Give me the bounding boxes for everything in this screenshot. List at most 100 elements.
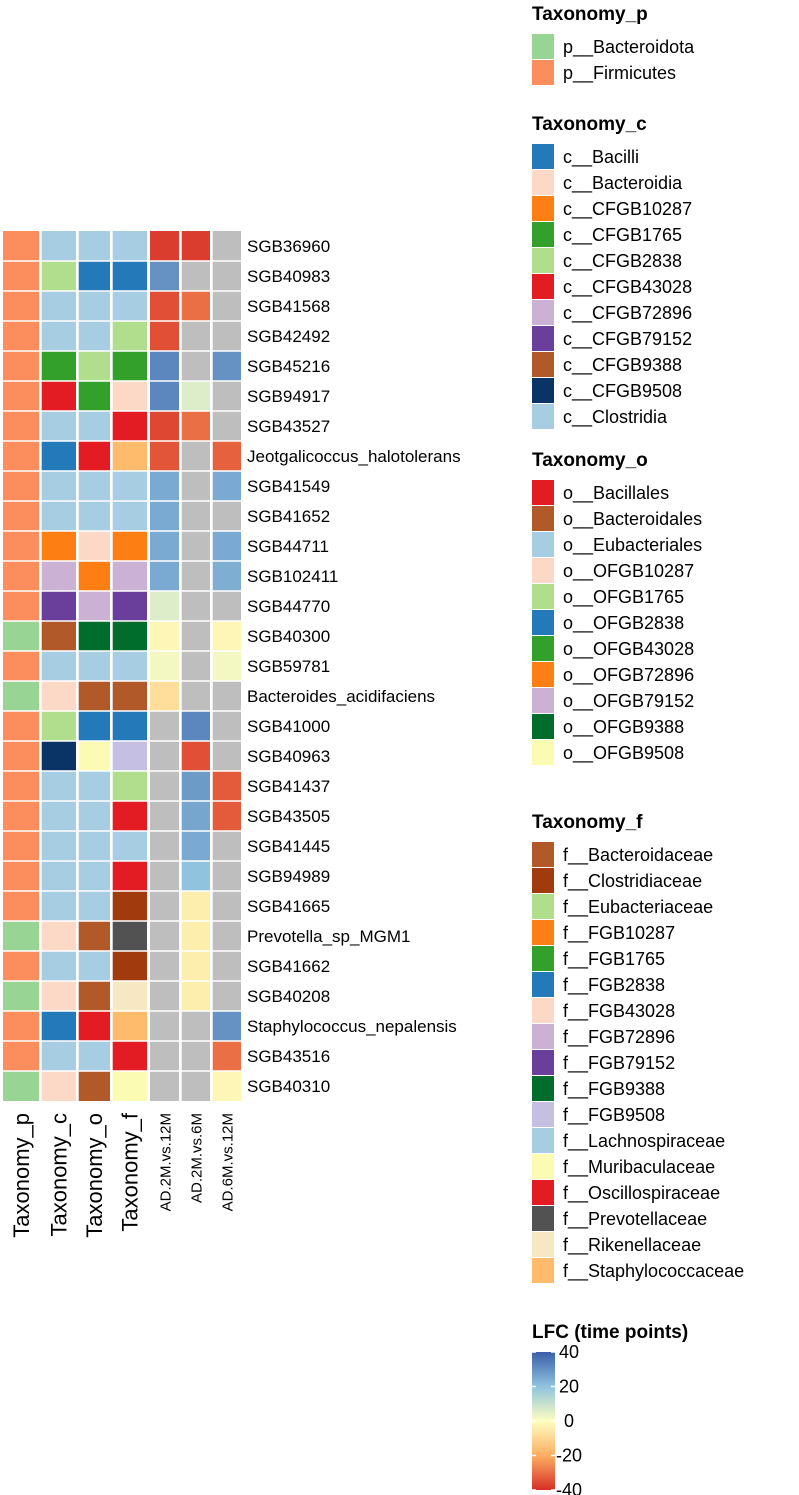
heatmap-cell	[150, 471, 179, 501]
heatmap-cell	[181, 711, 210, 741]
row-label: SGB40310	[247, 1077, 330, 1096]
annotation-cell-taxonomy-c	[41, 591, 76, 621]
heatmap-cell	[212, 351, 241, 381]
annotation-cell-taxonomy-p	[3, 891, 39, 921]
annotation-cell-taxonomy-c	[41, 981, 76, 1011]
legend-lfc: LFC (time points)40 20 0 -20 -40	[532, 1322, 688, 1495]
heatmap-cell	[181, 621, 210, 651]
annotation-cell-taxonomy-f	[112, 771, 147, 801]
heatmap-cell	[150, 261, 179, 291]
heatmap-cell	[150, 651, 179, 681]
annotation-cell-taxonomy-o	[78, 741, 110, 771]
annotation-cell-taxonomy-f	[112, 831, 147, 861]
legend-swatch	[532, 868, 554, 893]
annotation-cell-taxonomy-p	[3, 681, 39, 711]
legend-swatch	[532, 584, 554, 609]
annotation-cell-taxonomy-o	[78, 561, 110, 591]
annotation-cell-taxonomy-p	[3, 1071, 39, 1101]
heatmap-cell	[181, 1011, 210, 1041]
annotation-cell-taxonomy-f	[112, 471, 147, 501]
annotation-cell-taxonomy-f	[112, 261, 147, 291]
legend-label: o__OFGB72896	[563, 665, 694, 686]
heatmap-cell	[150, 771, 179, 801]
legend-label: c__CFGB9508	[563, 381, 682, 402]
row-label: SGB44770	[247, 597, 330, 616]
heatmap-cell	[181, 741, 210, 771]
annotation-cell-taxonomy-o	[78, 1041, 110, 1071]
annotation-cell-taxonomy-c	[41, 321, 76, 351]
legend-swatch	[532, 1180, 554, 1205]
column-label: Taxonomy_f	[118, 1112, 143, 1232]
annotation-cell-taxonomy-c	[41, 1041, 76, 1071]
heatmap-cell	[212, 861, 241, 891]
annotation-cell-taxonomy-f	[112, 501, 147, 531]
row-label: SGB41568	[247, 297, 330, 316]
annotation-cell-taxonomy-f	[112, 681, 147, 711]
heatmap-cell	[181, 321, 210, 351]
heatmap-cell	[181, 411, 210, 441]
legend-title: Taxonomy_o	[532, 450, 648, 471]
legend-label: o__OFGB43028	[563, 639, 694, 660]
legend-label: c__CFGB72896	[563, 303, 692, 324]
row-label: SGB41549	[247, 477, 330, 496]
heatmap-cell	[181, 921, 210, 951]
heatmap-cell	[212, 951, 241, 981]
legend-swatch	[532, 662, 554, 687]
legend-swatch	[532, 506, 554, 531]
row-label: SGB40983	[247, 267, 330, 286]
color-scale-tick-label: 0	[564, 1411, 574, 1431]
legend-title: Taxonomy_p	[532, 4, 648, 25]
annotation-cell-taxonomy-o	[78, 411, 110, 441]
legend-swatch	[532, 1076, 554, 1101]
heatmap-cell	[181, 471, 210, 501]
annotation-cell-taxonomy-p	[3, 501, 39, 531]
legend-label: f__Bacteroidaceae	[563, 845, 713, 866]
legend-label: c__Bacilli	[563, 147, 639, 168]
heatmap-cell	[181, 891, 210, 921]
heatmap-cell	[181, 981, 210, 1011]
heatmap-cell	[212, 261, 241, 291]
annotation-cell-taxonomy-c	[41, 891, 76, 921]
legend-label: o__OFGB2838	[563, 613, 684, 634]
annotation-cell-taxonomy-c	[41, 561, 76, 591]
annotation-cell-taxonomy-f	[112, 621, 147, 651]
legend-swatch	[532, 610, 554, 635]
row-label: SGB41662	[247, 957, 330, 976]
annotation-cell-taxonomy-f	[112, 1071, 147, 1101]
annotation-cell-taxonomy-c	[41, 681, 76, 711]
annotation-cell-taxonomy-f	[112, 561, 147, 591]
annotation-cell-taxonomy-o	[78, 471, 110, 501]
heatmap-cell	[212, 981, 241, 1011]
color-scale-tick-label: 40	[559, 1342, 579, 1362]
annotation-cell-taxonomy-f	[112, 861, 147, 891]
heatmap-cell	[150, 981, 179, 1011]
heatmap-cell	[181, 681, 210, 711]
legend-label: f__Staphylococcaceae	[563, 1261, 744, 1282]
heatmap-cell	[181, 801, 210, 831]
heatmap-cell	[181, 231, 210, 261]
row-label: SGB43516	[247, 1047, 330, 1066]
annotation-cell-taxonomy-f	[112, 951, 147, 981]
heatmap-cell	[181, 771, 210, 801]
legend-swatch	[532, 946, 554, 971]
heatmap-cell	[150, 231, 179, 261]
annotation-cell-taxonomy-p	[3, 531, 39, 561]
annotation-cell-taxonomy-o	[78, 951, 110, 981]
legend-label: o__Bacillales	[563, 483, 669, 504]
legend-label: f__FGB79152	[563, 1053, 675, 1074]
annotation-cell-taxonomy-c	[41, 651, 76, 681]
annotation-cell-taxonomy-p	[3, 921, 39, 951]
legend-swatch	[532, 1154, 554, 1179]
heatmap-cell	[150, 621, 179, 651]
annotation-cell-taxonomy-p	[3, 1041, 39, 1071]
annotation-cell-taxonomy-o	[78, 771, 110, 801]
legend-taxonomy-p: Taxonomy_p p__Bacteroidota p__Firmicutes	[532, 4, 695, 85]
annotation-cell-taxonomy-c	[41, 351, 76, 381]
legend-swatch	[532, 894, 554, 919]
legend-swatch	[532, 532, 554, 557]
annotation-cell-taxonomy-f	[112, 591, 147, 621]
legend-label: p__Firmicutes	[563, 63, 676, 84]
annotation-cell-taxonomy-c	[41, 531, 76, 561]
row-label: SGB94989	[247, 867, 330, 886]
annotation-cell-taxonomy-p	[3, 951, 39, 981]
